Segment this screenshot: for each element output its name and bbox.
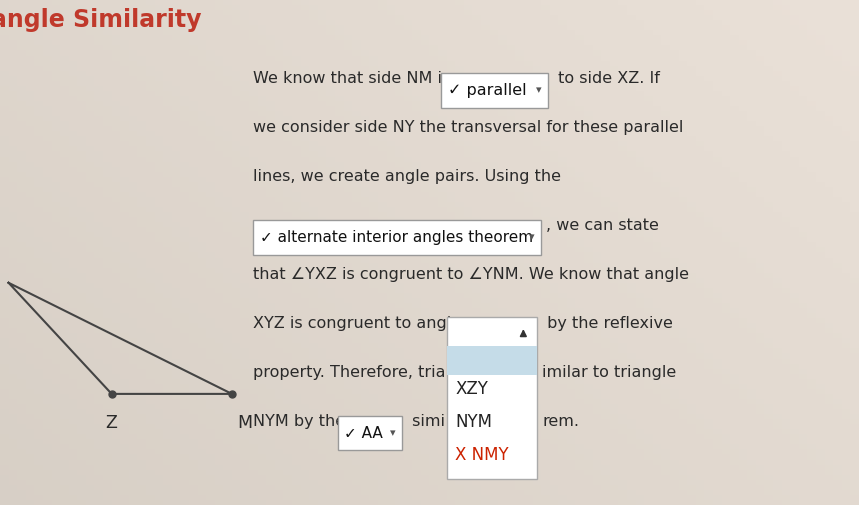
Text: simi: simi	[407, 414, 445, 429]
Text: ▾: ▾	[528, 232, 534, 242]
Text: to side XZ. If: to side XZ. If	[553, 71, 660, 86]
Text: NYM by the: NYM by the	[253, 414, 345, 429]
Text: ✓ alternate interior angles theorem: ✓ alternate interior angles theorem	[260, 230, 533, 245]
Text: , we can state: , we can state	[546, 218, 659, 233]
Text: ✓ parallel: ✓ parallel	[448, 83, 527, 98]
Text: ✓ AA: ✓ AA	[344, 426, 383, 441]
Text: imilar to triangle: imilar to triangle	[542, 365, 676, 380]
Text: XYZ is congruent to angle: XYZ is congruent to angle	[253, 316, 461, 331]
Bar	[253, 220, 541, 255]
Text: rem.: rem.	[542, 414, 579, 429]
Text: XZY: XZY	[455, 380, 488, 398]
Text: Z: Z	[106, 414, 118, 432]
Text: X NMY: X NMY	[455, 446, 509, 464]
Bar	[338, 416, 402, 450]
Text: ▾: ▾	[535, 85, 541, 95]
Text: property. Therefore, triangl: property. Therefore, triangl	[253, 365, 471, 380]
Text: M: M	[237, 414, 253, 432]
Text: NYM: NYM	[455, 413, 492, 431]
Bar	[447, 317, 537, 479]
Bar	[441, 73, 548, 108]
Text: angle Similarity: angle Similarity	[0, 8, 202, 32]
Text: ▾: ▾	[389, 428, 395, 438]
Text: We know that side NM is: We know that side NM is	[253, 71, 456, 86]
Bar	[447, 346, 537, 375]
Text: lines, we create angle pairs. Using the: lines, we create angle pairs. Using the	[253, 169, 562, 184]
Text: that ∠YXZ is congruent to ∠YNM. We know that angle: that ∠YXZ is congruent to ∠YNM. We know …	[253, 267, 690, 282]
Text: we consider side NY the transversal for these parallel: we consider side NY the transversal for …	[253, 120, 684, 135]
Text: by the reflexive: by the reflexive	[542, 316, 673, 331]
